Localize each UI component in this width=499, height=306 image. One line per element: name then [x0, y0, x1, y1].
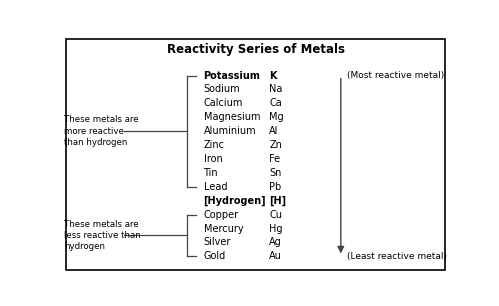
- Text: Fe: Fe: [269, 154, 280, 164]
- Text: Sn: Sn: [269, 168, 281, 178]
- Text: Au: Au: [269, 251, 282, 261]
- Text: These metals are
more reactive
than hydrogen: These metals are more reactive than hydr…: [64, 115, 139, 147]
- Text: (Most reactive metal): (Most reactive metal): [347, 71, 444, 80]
- Text: Silver: Silver: [204, 237, 231, 248]
- Text: Reactivity Series of Metals: Reactivity Series of Metals: [167, 43, 345, 56]
- Text: Zinc: Zinc: [204, 140, 225, 150]
- Text: Aluminium: Aluminium: [204, 126, 256, 136]
- Text: Gold: Gold: [204, 251, 226, 261]
- Text: Na: Na: [269, 84, 282, 95]
- Text: Lead: Lead: [204, 182, 227, 192]
- Text: Mg: Mg: [269, 112, 284, 122]
- Text: [Hydrogen]: [Hydrogen]: [204, 196, 266, 206]
- Text: Copper: Copper: [204, 210, 239, 220]
- Text: Ag: Ag: [269, 237, 282, 248]
- Text: Cu: Cu: [269, 210, 282, 220]
- Text: Ca: Ca: [269, 99, 282, 108]
- Text: Potassium: Potassium: [204, 71, 260, 80]
- Text: Zn: Zn: [269, 140, 282, 150]
- Text: (Least reactive metal): (Least reactive metal): [347, 252, 447, 261]
- Text: Tin: Tin: [204, 168, 218, 178]
- Text: Calcium: Calcium: [204, 99, 243, 108]
- Text: Magnesium: Magnesium: [204, 112, 260, 122]
- Text: Sodium: Sodium: [204, 84, 240, 95]
- Text: Pb: Pb: [269, 182, 281, 192]
- Text: Mercury: Mercury: [204, 223, 243, 233]
- Text: Al: Al: [269, 126, 278, 136]
- Text: [H]: [H]: [269, 196, 286, 206]
- Text: K: K: [269, 71, 277, 80]
- Text: These metals are
less reactive than
hydrogen: These metals are less reactive than hydr…: [64, 219, 141, 252]
- Text: Iron: Iron: [204, 154, 222, 164]
- Text: Hg: Hg: [269, 223, 283, 233]
